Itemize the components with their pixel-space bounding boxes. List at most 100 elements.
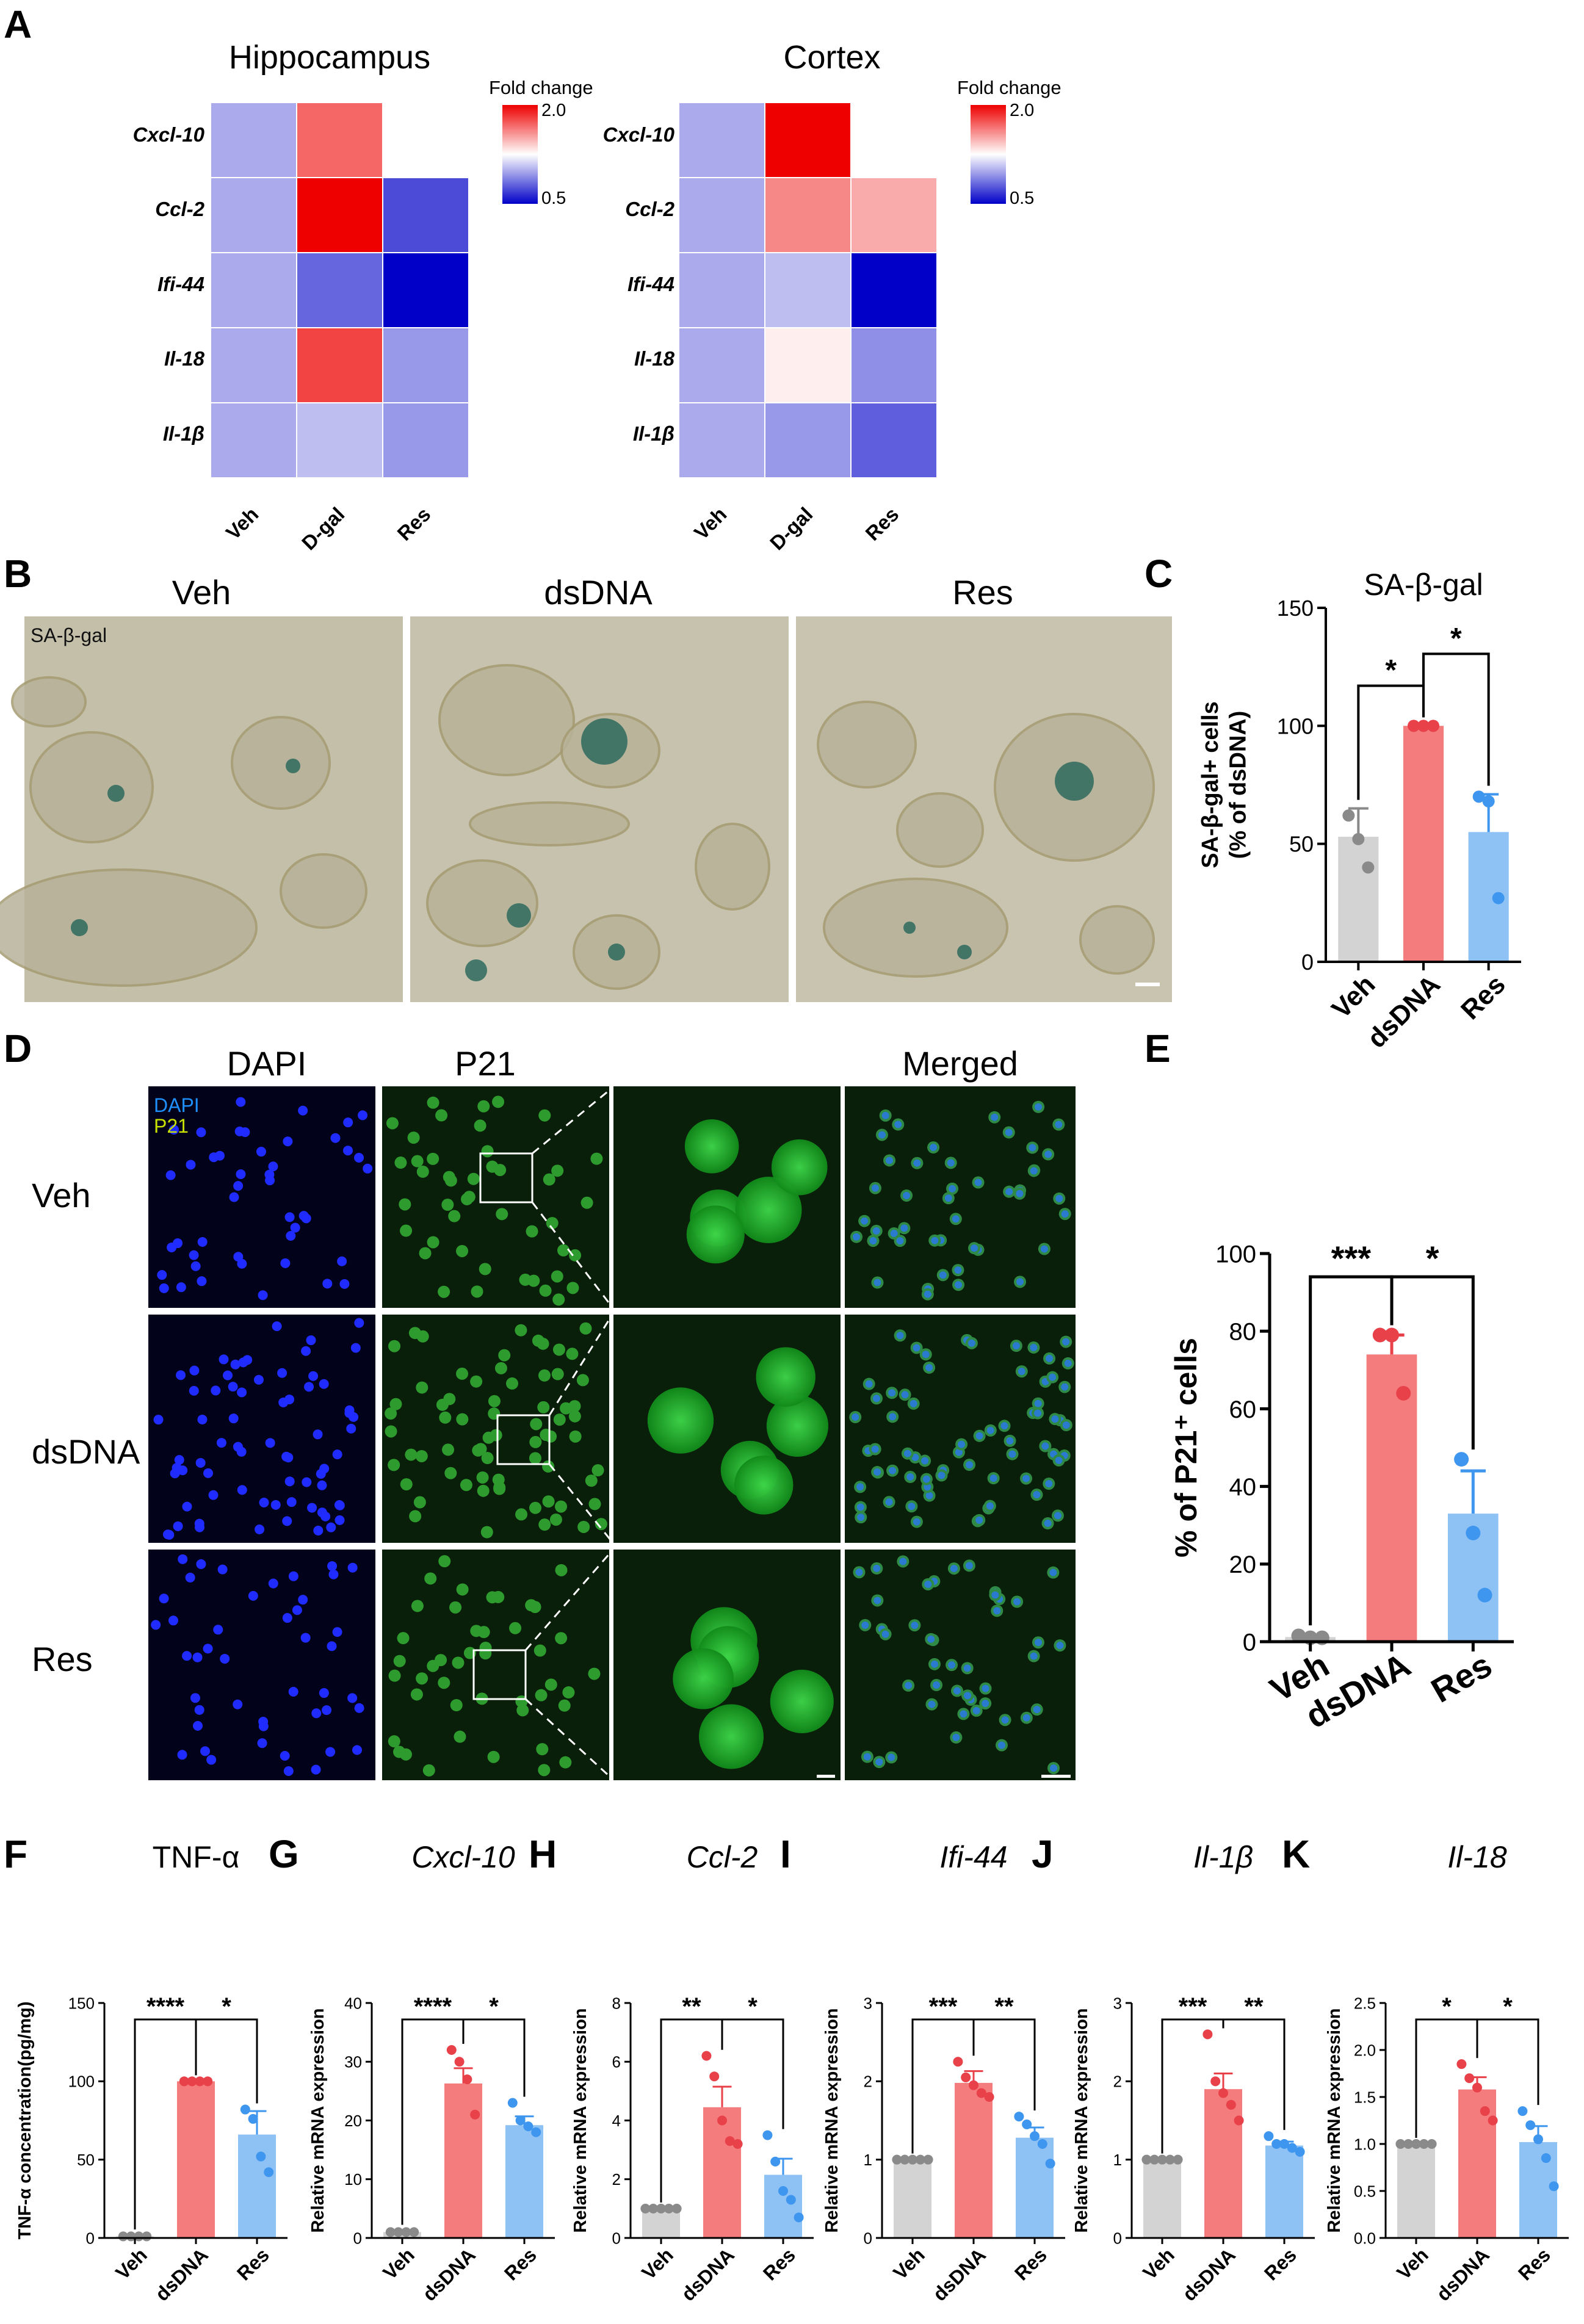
dapi-nucleus <box>282 1613 292 1623</box>
data-point <box>1141 2154 1152 2165</box>
significance-label: *** <box>1331 1239 1372 1277</box>
colorbar-min-label: 0.5 <box>1010 189 1034 208</box>
scale-bar-b <box>1135 983 1160 986</box>
dapi-nucleus <box>280 1258 291 1268</box>
dapi-nucleus <box>350 1343 361 1353</box>
p21-cell <box>525 1599 538 1612</box>
merged-nucleus <box>873 1564 881 1572</box>
dapi-nucleus <box>153 1415 164 1425</box>
merged-nucleus <box>857 1514 865 1521</box>
data-point <box>1022 2119 1032 2129</box>
data-point <box>1210 2076 1221 2087</box>
dapi-nucleus <box>256 1147 266 1157</box>
p21-cell <box>450 1698 463 1711</box>
p21-cell <box>470 1625 483 1637</box>
zoom-box <box>496 1414 551 1465</box>
heatmap-cell <box>296 177 383 253</box>
data-point <box>401 2227 411 2237</box>
merged-nucleus <box>1041 1442 1049 1450</box>
p21-cell <box>442 1443 455 1456</box>
y-tick-label: 0.0 <box>1354 2229 1376 2247</box>
merged-nucleus <box>982 1684 989 1692</box>
bar-dsdna <box>1204 2089 1242 2238</box>
dapi-nucleus <box>151 1620 161 1630</box>
data-point <box>240 2104 250 2115</box>
y-tick-label: 1.5 <box>1354 2088 1376 2106</box>
heatmap-cell <box>296 327 383 403</box>
bar-res <box>1265 2145 1303 2238</box>
dapi-nucleus <box>335 1515 345 1525</box>
dapi-nucleus <box>302 1477 312 1487</box>
p21-cell <box>399 1198 411 1211</box>
p21-cell <box>493 1482 506 1495</box>
sa-beta-gal-stain <box>903 922 916 934</box>
data-point <box>1411 2139 1421 2149</box>
merged-nucleus <box>871 1445 879 1453</box>
p21-cell <box>537 1401 550 1413</box>
p21-cell <box>569 1249 582 1261</box>
merged-nucleus <box>896 1332 904 1340</box>
data-point <box>1271 2139 1282 2149</box>
dapi-nucleus <box>281 1451 292 1462</box>
dapi-nucleus <box>283 1136 293 1147</box>
merged-nucleus <box>991 1591 999 1599</box>
data-point <box>961 2072 971 2082</box>
if-col-title-merged: Merged <box>902 1044 1018 1083</box>
dapi-nucleus <box>311 1764 321 1775</box>
p21-cell <box>496 1208 508 1221</box>
y-tick-label: 50 <box>1289 832 1314 857</box>
p21-cell <box>389 1398 402 1410</box>
heatmap-col-label: Res <box>861 503 903 545</box>
if-image <box>148 1086 375 1308</box>
merged-nucleus <box>1049 1373 1057 1381</box>
dapi-nucleus <box>284 1212 295 1222</box>
p21-cell-zoom <box>771 1139 828 1196</box>
data-point <box>523 2121 533 2132</box>
p21-cell <box>449 1601 462 1614</box>
dapi-nucleus <box>216 1438 226 1448</box>
dapi-nucleus <box>344 1408 355 1418</box>
merged-nucleus <box>1046 1354 1054 1362</box>
p21-cell <box>551 1164 564 1177</box>
cell-outline <box>426 859 538 947</box>
zoom-line <box>548 1317 612 1416</box>
significance-label: ** <box>682 1993 701 2020</box>
significance-label: * <box>748 1993 758 2020</box>
merged-nucleus <box>856 1503 864 1511</box>
p21-cell <box>555 1564 568 1576</box>
merged-nucleus <box>953 1687 961 1695</box>
dapi-nucleus <box>301 1346 311 1356</box>
merged-nucleus <box>913 1344 920 1352</box>
p21-cell <box>400 1224 413 1237</box>
p21-cell <box>552 1293 565 1306</box>
sa-beta-gal-stain <box>957 945 972 959</box>
data-point <box>1165 2154 1175 2165</box>
p21-cell <box>411 1600 424 1612</box>
cell-outline <box>11 676 87 727</box>
p21-cell <box>544 1430 557 1443</box>
cell-outline <box>896 792 984 868</box>
dapi-nucleus <box>197 1236 208 1247</box>
p21-cell <box>515 1324 527 1337</box>
colorbar-min-label: 0.5 <box>541 189 566 208</box>
bar-dsdna <box>1403 726 1444 962</box>
heatmap-cell <box>382 177 469 253</box>
p21-cell <box>526 1225 538 1238</box>
bar-chart-h: Ccl-2 0 2 4 6 8 Veh dsDNA Res Relative mRNA expre… <box>571 1840 814 2305</box>
y-tick-label: 20 <box>1229 1551 1257 1578</box>
y-tick-label: 0.5 <box>1354 2182 1376 2200</box>
if-image <box>845 1550 1076 1780</box>
bar-dsdna <box>177 2081 215 2238</box>
if-col-title-p21: P21 <box>455 1044 516 1083</box>
dapi-nucleus <box>159 1283 169 1293</box>
merged-nucleus <box>933 1681 941 1689</box>
p21-cell <box>424 1572 437 1585</box>
legend-p21: P21 <box>154 1115 189 1137</box>
merged-nucleus <box>963 1664 971 1672</box>
p21-cell <box>492 1473 505 1486</box>
dapi-nucleus <box>319 1688 329 1698</box>
if-row-label-veh: Veh <box>32 1176 91 1214</box>
if-row-label-res: Res <box>32 1640 93 1678</box>
p21-cell <box>388 1735 400 1748</box>
p21-cell-zoom <box>698 1704 764 1769</box>
